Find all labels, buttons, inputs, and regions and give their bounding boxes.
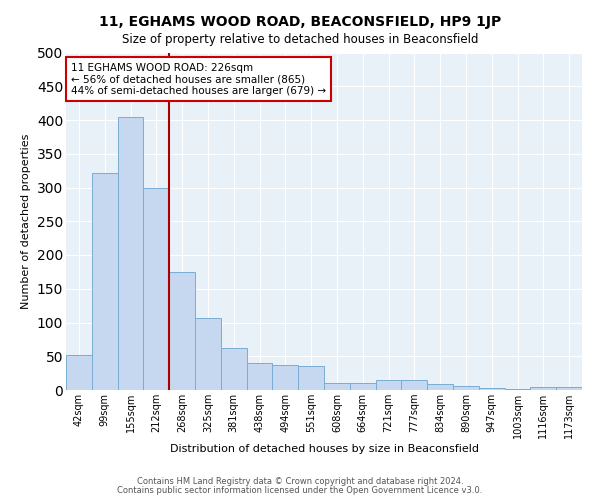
Text: Contains public sector information licensed under the Open Government Licence v3: Contains public sector information licen…: [118, 486, 482, 495]
Bar: [92, 172, 118, 390]
Bar: [169, 272, 195, 390]
Bar: [66, 355, 92, 390]
Bar: [272, 365, 298, 390]
Bar: [556, 388, 582, 390]
Bar: [427, 384, 453, 390]
Bar: [195, 318, 221, 390]
X-axis label: Distribution of detached houses by size in Beaconsfield: Distribution of detached houses by size …: [170, 444, 479, 454]
Bar: [350, 383, 376, 390]
Bar: [401, 380, 427, 390]
Bar: [324, 382, 350, 390]
Bar: [453, 386, 479, 390]
Text: 11, EGHAMS WOOD ROAD, BEACONSFIELD, HP9 1JP: 11, EGHAMS WOOD ROAD, BEACONSFIELD, HP9 …: [99, 15, 501, 29]
Bar: [298, 366, 324, 390]
Bar: [221, 348, 247, 390]
Text: Contains HM Land Registry data © Crown copyright and database right 2024.: Contains HM Land Registry data © Crown c…: [137, 477, 463, 486]
Y-axis label: Number of detached properties: Number of detached properties: [21, 134, 31, 309]
Bar: [118, 116, 143, 390]
Bar: [479, 388, 505, 390]
Text: Size of property relative to detached houses in Beaconsfield: Size of property relative to detached ho…: [122, 32, 478, 46]
Bar: [143, 188, 169, 390]
Bar: [530, 386, 556, 390]
Bar: [376, 380, 401, 390]
Bar: [247, 363, 272, 390]
Text: 11 EGHAMS WOOD ROAD: 226sqm
← 56% of detached houses are smaller (865)
44% of se: 11 EGHAMS WOOD ROAD: 226sqm ← 56% of det…: [71, 62, 326, 96]
